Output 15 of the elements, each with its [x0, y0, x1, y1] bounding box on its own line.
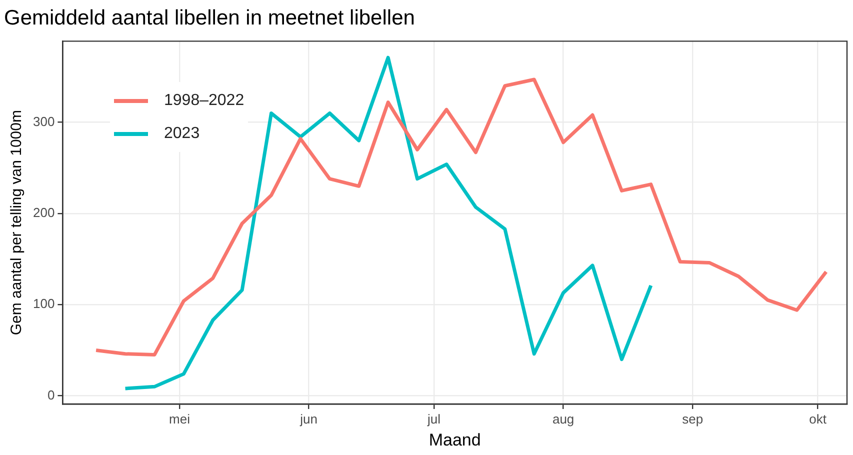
x-tick-label: okt — [809, 411, 827, 426]
x-tick-label: jul — [426, 411, 441, 426]
y-tick-label: 200 — [32, 205, 55, 220]
x-tick-label: mei — [169, 411, 190, 426]
x-tick-label: sep — [682, 411, 704, 426]
chart-title: Gemiddeld aantal libellen in meetnet libellen — [4, 6, 415, 30]
x-tick-label: aug — [552, 411, 574, 426]
x-axis-title: Maand — [428, 430, 481, 450]
legend-label: 2023 — [164, 124, 200, 142]
y-tick-label: 0 — [47, 387, 55, 402]
legend-label: 1998–2022 — [164, 92, 244, 110]
y-axis-title: Gem aantal per telling van 1000m — [8, 110, 26, 336]
y-tick-label: 300 — [32, 114, 55, 129]
y-tick-label: 100 — [32, 296, 55, 312]
x-tick-label: jun — [299, 411, 318, 426]
